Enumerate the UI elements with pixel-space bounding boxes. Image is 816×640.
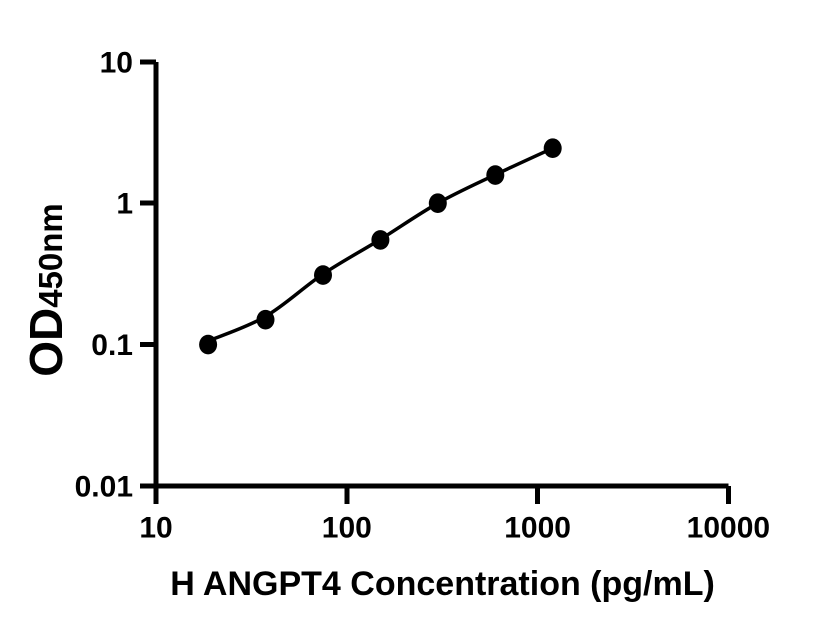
- data-point: [256, 309, 275, 330]
- y-axis-title: OD450nm: [20, 203, 72, 377]
- axes: [140, 59, 731, 504]
- y-tick-label: 10: [100, 46, 133, 79]
- x-axis-title: H ANGPT4 Concentration (pg/mL): [170, 565, 715, 603]
- data-point: [428, 193, 447, 213]
- data-points: [199, 138, 562, 355]
- x-tick-label: 10: [139, 512, 172, 545]
- x-tick-label: 1000: [504, 512, 571, 545]
- y-tick-label: 0.1: [91, 329, 133, 362]
- data-point: [371, 230, 390, 250]
- data-point: [543, 138, 562, 158]
- data-point: [486, 165, 505, 185]
- x-tick-label: 10000: [687, 512, 770, 545]
- y-tick-label: 1: [116, 188, 133, 221]
- x-tick-label: 100: [322, 512, 372, 545]
- data-point: [314, 265, 332, 285]
- y-tick-label: 0.01: [75, 471, 133, 504]
- y-axis-title-subscript: 450nm: [32, 203, 69, 308]
- y-axis-title-main: OD: [20, 307, 72, 377]
- data-point: [199, 334, 218, 355]
